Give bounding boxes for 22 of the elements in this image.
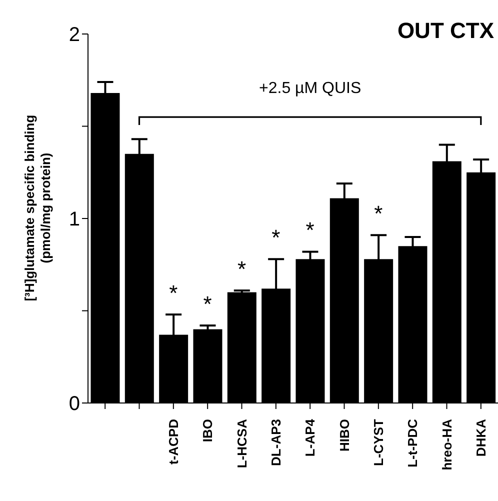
x-tick-label: L-CYST xyxy=(370,418,386,466)
x-tick-label: HIBO xyxy=(336,419,352,452)
data-label: * xyxy=(203,292,212,317)
annotation: +2.5 µM QUIS xyxy=(259,80,362,98)
y-tick-label: 2 xyxy=(68,24,80,46)
y-tick-label: 0 xyxy=(68,393,80,416)
data-label: * xyxy=(237,256,246,282)
x-tick-label: hreo-HA xyxy=(439,418,454,470)
x-tick-label: DHKA xyxy=(473,418,488,457)
y-tick-label: 1 xyxy=(68,208,80,231)
x-tick-label: DL-AP3 xyxy=(268,419,284,466)
y-axis-title: [³H]glutamate specific binding (pmol/mg protein) xyxy=(22,114,53,302)
data-label: * xyxy=(306,218,315,243)
x-tick-label: IBO xyxy=(200,419,216,442)
chart-title: OUT CTX xyxy=(397,18,494,44)
data-label: * xyxy=(374,201,384,226)
x-tick-label: L-AP4 xyxy=(302,418,318,457)
data-label: * xyxy=(169,280,178,306)
x-tick-label: L-t-PDC xyxy=(405,418,420,468)
x-tick-label: L-HCSA xyxy=(234,418,250,468)
data-label: * xyxy=(272,225,281,250)
x-tick-label: t-ACPD xyxy=(166,419,181,464)
